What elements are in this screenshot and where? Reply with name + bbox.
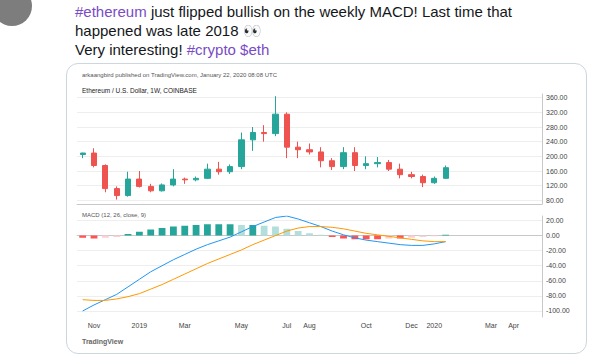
svg-text:Nov: Nov <box>88 322 101 329</box>
svg-text:May: May <box>235 322 249 330</box>
svg-text:320.00: 320.00 <box>546 109 568 116</box>
svg-text:Apr: Apr <box>508 322 520 330</box>
svg-text:2019: 2019 <box>132 322 148 329</box>
svg-text:Dec: Dec <box>405 322 418 329</box>
svg-text:280.00: 280.00 <box>546 124 568 131</box>
html-text:happened was late 2018 👀: happened was late 2018 👀 <box>75 22 262 39</box>
svg-text:0.00: 0.00 <box>546 232 560 239</box>
svg-text:120.00: 120.00 <box>546 182 568 189</box>
svg-text:Mar: Mar <box>485 322 498 329</box>
svg-text:80.00: 80.00 <box>546 197 564 204</box>
svg-text:360.00: 360.00 <box>546 94 568 101</box>
svg-text:Aug: Aug <box>303 322 316 330</box>
svg-text:160.00: 160.00 <box>546 168 568 175</box>
svg-text:Oct: Oct <box>361 322 372 329</box>
svg-text:2020: 2020 <box>426 322 442 329</box>
svg-text:-100.00: -100.00 <box>546 307 570 314</box>
svg-text:-80.00: -80.00 <box>546 292 566 299</box>
svg-text:-20.00: -20.00 <box>546 247 566 254</box>
svg-text:Jul: Jul <box>282 322 291 329</box>
svg-text:20.00: 20.00 <box>546 217 564 224</box>
html-text:Very interesting! #crypto $eth: Very interesting! #crypto $eth <box>75 41 270 58</box>
html-text:#ethereum just flipped bullish: #ethereum just flipped bullish on the we… <box>75 3 512 20</box>
svg-text:240.00: 240.00 <box>546 138 568 145</box>
svg-text:TradingView: TradingView <box>82 338 124 346</box>
svg-text:Ethereum / U.S. Dollar, 1W, CO: Ethereum / U.S. Dollar, 1W, COINBASE <box>82 87 198 94</box>
svg-text:MACD (12, 26, close, 9): MACD (12, 26, close, 9) <box>82 212 146 218</box>
svg-text:-40.00: -40.00 <box>546 262 566 269</box>
svg-text:arkaangbird published on Tradi: arkaangbird published on TradingView.com… <box>82 72 278 78</box>
svg-text:200.00: 200.00 <box>546 153 568 160</box>
svg-text:Mar: Mar <box>179 322 192 329</box>
svg-text:-60.00: -60.00 <box>546 277 566 284</box>
